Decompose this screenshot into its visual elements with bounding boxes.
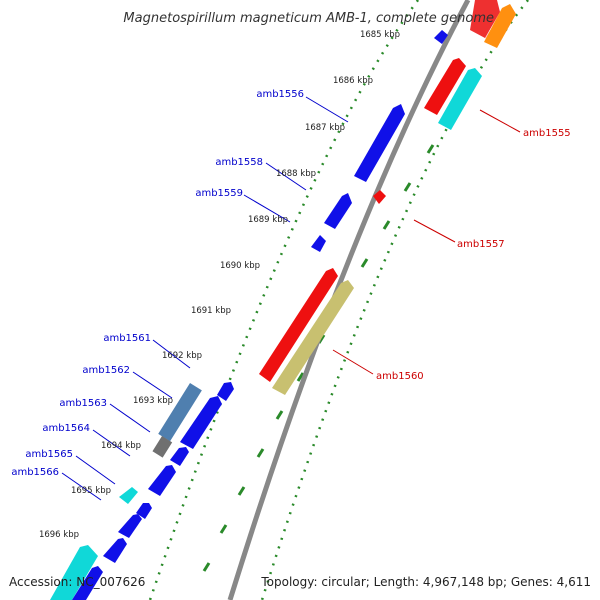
leader-amb1566 <box>61 472 102 501</box>
gene-arrow-amb1555-cyan[interactable] <box>438 68 482 130</box>
leader-amb1556 <box>305 96 349 123</box>
gene-label-amb1563[interactable]: amb1563 <box>59 398 107 409</box>
gene-arrow-top-red[interactable] <box>470 0 500 38</box>
gene-arrow-amb1561[interactable] <box>217 382 234 401</box>
tick-label: 1695 kbp <box>71 486 111 496</box>
gene-labels: amb1556 amb1558 amb1559 amb1561 amb1562 … <box>11 89 570 478</box>
gene-label-amb1561[interactable]: amb1561 <box>103 333 151 344</box>
tick-label: 1688 kbp <box>276 169 316 179</box>
leader-amb1557 <box>413 219 456 243</box>
accession-text: Accession: NC_007626 <box>9 575 145 589</box>
gene-arrow-amb1560-red[interactable] <box>259 268 338 382</box>
outer-tick-dash <box>256 448 265 458</box>
leader-amb1559 <box>243 194 291 223</box>
leader-amb1564 <box>92 429 131 457</box>
outer-tick-dash <box>219 524 228 534</box>
gene-arrow-cyan-small[interactable] <box>119 487 138 504</box>
gene-label-amb1559[interactable]: amb1559 <box>195 188 243 199</box>
outer-tick-dash <box>403 182 412 192</box>
gene-arrow-top-orange[interactable] <box>484 4 516 48</box>
tick-label: 1685 kbp <box>360 30 400 40</box>
gene-arrow-amb1556[interactable] <box>354 104 405 182</box>
tick-label: 1692 kbp <box>162 351 202 361</box>
tick-label: 1693 kbp <box>133 396 173 406</box>
gene-label-amb1565[interactable]: amb1565 <box>25 449 73 460</box>
gene-arrow-amb1562[interactable] <box>180 396 222 449</box>
outer-tick-dash <box>296 372 305 382</box>
gene-arrow-amb1555-red[interactable] <box>424 58 466 115</box>
gene-label-amb1556[interactable]: amb1556 <box>256 89 304 100</box>
gene-arrow-bottom-blue[interactable] <box>72 566 103 600</box>
gene-label-amb1560[interactable]: amb1560 <box>376 371 424 382</box>
gene-label-amb1562[interactable]: amb1562 <box>82 365 130 376</box>
gene-label-amb1564[interactable]: amb1564 <box>42 423 90 434</box>
outer-tick-dash <box>360 258 369 268</box>
genome-summary-text: Topology: circular; Length: 4,967,148 bp… <box>260 575 591 589</box>
gene-arrow-bottom-cyan[interactable] <box>50 545 98 600</box>
kbp-tick-labels: 1685 kbp 1686 kbp 1687 kbp 1688 kbp 1689… <box>39 30 400 540</box>
tick-label: 1689 kbp <box>248 215 288 225</box>
inner-dotted-guide <box>148 0 420 600</box>
label-leader-lines <box>61 96 521 501</box>
gene-box-amb1563[interactable] <box>158 383 202 442</box>
leader-amb1561 <box>152 339 191 369</box>
outer-tick-dash <box>426 144 435 154</box>
leader-amb1558 <box>265 162 307 191</box>
gene-features <box>50 0 516 600</box>
gene-arrow-amb1558[interactable] <box>311 235 326 252</box>
gene-box-amb1564[interactable] <box>152 436 173 458</box>
outer-tick-dash <box>275 410 284 420</box>
gene-label-amb1558[interactable]: amb1558 <box>215 157 263 168</box>
gene-arrow-lower-blue[interactable] <box>103 538 127 563</box>
gene-arrow-amb1565-b[interactable] <box>148 465 176 496</box>
tick-label: 1694 kbp <box>101 441 141 451</box>
tick-label: 1687 kbp <box>305 123 345 133</box>
gene-arrow-amb1565-a[interactable] <box>170 447 189 466</box>
outer-tick-dash <box>382 220 391 230</box>
outer-tick-dash <box>237 486 246 496</box>
gene-arrow-amb1557[interactable] <box>373 190 386 204</box>
leader-amb1565 <box>75 455 116 485</box>
leader-amb1560 <box>332 349 374 375</box>
leader-amb1563 <box>109 403 151 433</box>
gene-arrow-amb1566-a[interactable] <box>136 503 152 519</box>
genome-backbone <box>227 0 471 600</box>
gene-arrow-amb1559[interactable] <box>324 193 352 229</box>
tick-label: 1691 kbp <box>191 306 231 316</box>
tick-label: 1696 kbp <box>39 530 79 540</box>
tick-label: 1686 kbp <box>333 76 373 86</box>
leader-amb1562 <box>132 371 173 399</box>
gene-label-amb1566[interactable]: amb1566 <box>11 467 59 478</box>
gene-arrow-amb1566-b[interactable] <box>118 514 142 538</box>
leader-amb1555 <box>479 109 521 133</box>
gene-arrow-top-blue[interactable] <box>434 30 448 44</box>
gene-arrow-amb1560-olive[interactable] <box>272 280 354 395</box>
tick-label: 1690 kbp <box>220 261 260 271</box>
gene-label-amb1555[interactable]: amb1555 <box>523 128 571 139</box>
gene-label-amb1557[interactable]: amb1557 <box>457 239 505 250</box>
outer-tick-dash <box>202 562 211 572</box>
map-title: Magnetospirillum magneticum AMB-1, compl… <box>123 11 494 26</box>
